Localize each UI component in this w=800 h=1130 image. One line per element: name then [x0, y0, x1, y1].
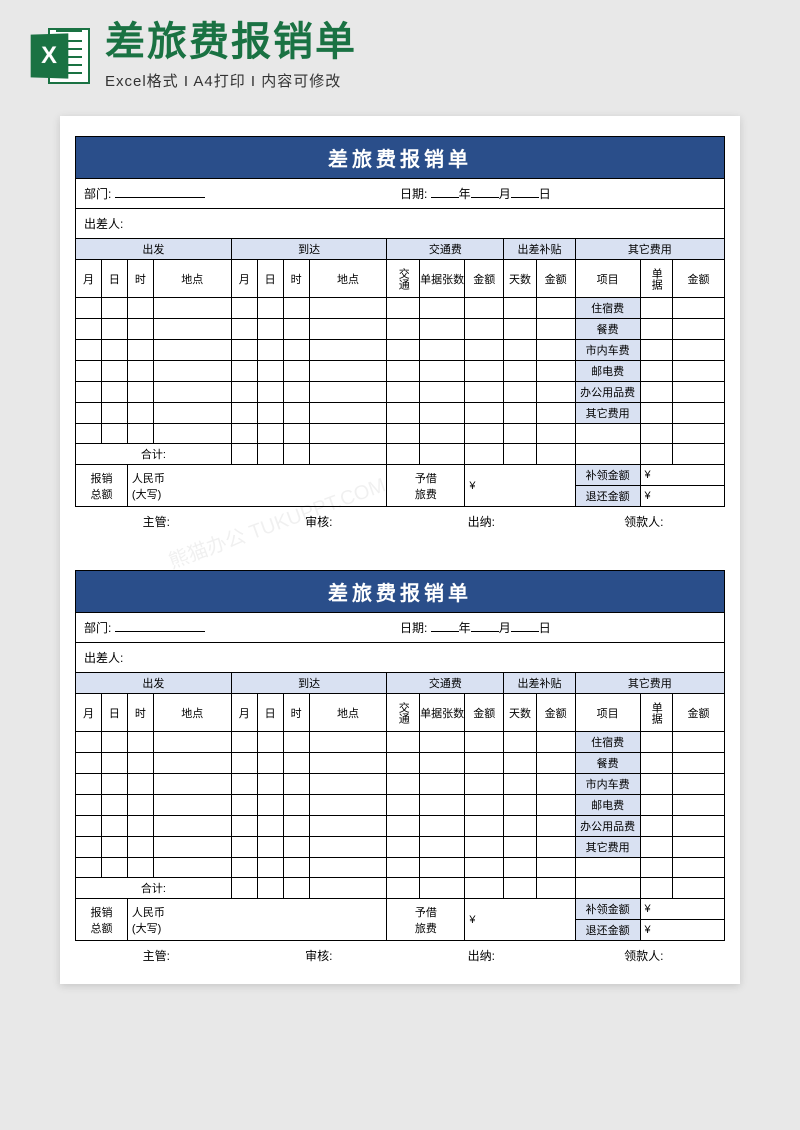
- total-label: 报销总额: [76, 465, 128, 507]
- sign-payee: 领款人:: [563, 947, 726, 964]
- other-expense-item: 邮电费: [575, 795, 640, 816]
- header-row-2: 月日时地点 月日时地点 交通 单据张数 金额 天数 金额 项目 单据 金额: [76, 694, 725, 732]
- table-row: 住宿费: [76, 732, 725, 753]
- advance-label: 予借旅费: [387, 465, 465, 507]
- col-group-arrival: 到达: [231, 239, 387, 260]
- traveler-field: 出差人:: [84, 649, 123, 666]
- advance-label: 予借旅费: [387, 899, 465, 941]
- refund-amount-label: 退还金额: [575, 920, 640, 941]
- expense-table: 出发 到达 交通费 出差补贴 其它费用 月日时地点 月日时地点 交通 单据张数 …: [75, 238, 725, 507]
- sign-review: 审核:: [238, 513, 401, 530]
- advance-amount: ¥: [465, 899, 575, 941]
- date-field: 日期: 年月日: [400, 185, 716, 202]
- rmb-words: 人民币(大写): [127, 465, 387, 507]
- header-row-1: 出发 到达 交通费 出差补贴 其它费用: [76, 239, 725, 260]
- other-expense-item: 市内车费: [575, 340, 640, 361]
- other-expense-item: 住宿费: [575, 732, 640, 753]
- header-text: 差旅费报销单 Excel格式 I A4打印 I 内容可修改: [105, 20, 770, 91]
- traveler-field: 出差人:: [84, 215, 123, 232]
- extra-amount-label: 补领金额: [575, 899, 640, 920]
- sign-supervisor: 主管:: [75, 513, 238, 530]
- col-group-departure: 出发: [76, 673, 232, 694]
- other-expense-item: 餐费: [575, 319, 640, 340]
- header-row-2: 月日时地点 月日时地点 交通 单据张数 金额 天数 金额 项目 单据 金额: [76, 260, 725, 298]
- col-group-other: 其它费用: [575, 673, 724, 694]
- table-row: 餐费: [76, 319, 725, 340]
- total-label: 报销总额: [76, 899, 128, 941]
- signature-row: 主管: 审核: 出纳: 领款人:: [75, 507, 725, 530]
- other-expense-item: 市内车费: [575, 774, 640, 795]
- table-row: 邮电费: [76, 795, 725, 816]
- meta-row-2: 出差人:: [75, 208, 725, 238]
- sign-payee: 领款人:: [563, 513, 726, 530]
- expense-table: 出发 到达 交通费 出差补贴 其它费用 月日时地点 月日时地点 交通 单据张数 …: [75, 672, 725, 941]
- form-title: 差旅费报销单: [75, 136, 725, 178]
- dept-field: 部门:: [84, 619, 400, 636]
- table-row: 办公用品费: [76, 816, 725, 837]
- template-header: X 差旅费报销单 Excel格式 I A4打印 I 内容可修改: [0, 0, 800, 106]
- expense-form: 差旅费报销单 部门: 日期: 年月日 出差人: 出发 到达 交通费 出差补贴 其…: [75, 570, 725, 964]
- sign-supervisor: 主管:: [75, 947, 238, 964]
- sign-cashier: 出纳:: [400, 947, 563, 964]
- form-title: 差旅费报销单: [75, 570, 725, 612]
- table-row: 邮电费: [76, 361, 725, 382]
- col-group-transport: 交通费: [387, 673, 504, 694]
- total-row-1: 报销总额 人民币(大写) 予借旅费 ¥ 补领金额 ¥: [76, 899, 725, 920]
- meta-row-1: 部门: 日期: 年月日: [75, 178, 725, 208]
- table-row: [76, 858, 725, 878]
- table-row: 餐费: [76, 753, 725, 774]
- table-row: [76, 424, 725, 444]
- other-expense-item: 住宿费: [575, 298, 640, 319]
- sign-review: 审核:: [238, 947, 401, 964]
- other-expense-item: 其它费用: [575, 837, 640, 858]
- other-expense-item: 其它费用: [575, 403, 640, 424]
- excel-icon: X: [30, 26, 90, 86]
- sub-title: Excel格式 I A4打印 I 内容可修改: [105, 70, 770, 91]
- table-row: 办公用品费: [76, 382, 725, 403]
- rmb-words: 人民币(大写): [127, 899, 387, 941]
- refund-amount-label: 退还金额: [575, 486, 640, 507]
- col-group-allowance: 出差补贴: [504, 239, 575, 260]
- other-expense-item: 餐费: [575, 753, 640, 774]
- meta-row-1: 部门: 日期: 年月日: [75, 612, 725, 642]
- paper-preview: 差旅费报销单 部门: 日期: 年月日 出差人: 出发 到达 交通费 出差补贴 其…: [60, 116, 740, 984]
- col-group-arrival: 到达: [231, 673, 387, 694]
- advance-amount: ¥: [465, 465, 575, 507]
- total-row-1: 报销总额 人民币(大写) 予借旅费 ¥ 补领金额 ¥: [76, 465, 725, 486]
- col-group-departure: 出发: [76, 239, 232, 260]
- other-expense-item: 邮电费: [575, 361, 640, 382]
- other-expense-item: 办公用品费: [575, 816, 640, 837]
- subtotal-row: 合计:: [76, 444, 725, 465]
- subtotal-row: 合计:: [76, 878, 725, 899]
- col-group-other: 其它费用: [575, 239, 724, 260]
- table-row: 市内车费: [76, 340, 725, 361]
- table-row: 住宿费: [76, 298, 725, 319]
- table-row: 其它费用: [76, 837, 725, 858]
- sign-cashier: 出纳:: [400, 513, 563, 530]
- table-row: 市内车费: [76, 774, 725, 795]
- header-row-1: 出发 到达 交通费 出差补贴 其它费用: [76, 673, 725, 694]
- main-title: 差旅费报销单: [105, 20, 770, 64]
- subtotal-label: 合计:: [76, 444, 232, 465]
- col-group-allowance: 出差补贴: [504, 673, 575, 694]
- signature-row: 主管: 审核: 出纳: 领款人:: [75, 941, 725, 964]
- expense-form: 差旅费报销单 部门: 日期: 年月日 出差人: 出发 到达 交通费 出差补贴 其…: [75, 136, 725, 530]
- subtotal-label: 合计:: [76, 878, 232, 899]
- col-group-transport: 交通费: [387, 239, 504, 260]
- meta-row-2: 出差人:: [75, 642, 725, 672]
- other-expense-item: 办公用品费: [575, 382, 640, 403]
- table-row: 其它费用: [76, 403, 725, 424]
- dept-field: 部门:: [84, 185, 400, 202]
- date-field: 日期: 年月日: [400, 619, 716, 636]
- extra-amount-label: 补领金额: [575, 465, 640, 486]
